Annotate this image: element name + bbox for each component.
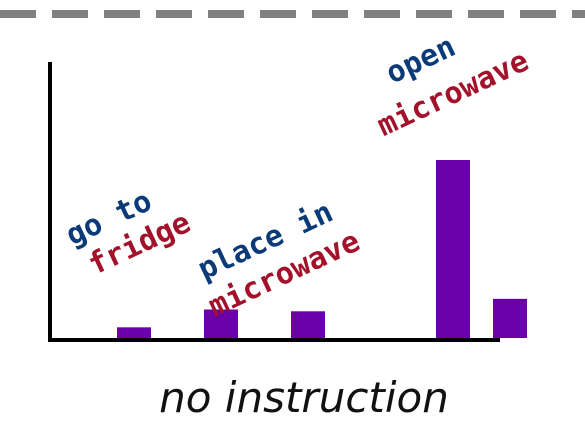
bars-group [117,160,527,338]
annotation-go-to-fridge: go to fridge [61,172,196,286]
bar-3 [291,311,325,338]
annotation-open-microwave: open microwave [353,4,534,144]
bar-2 [204,309,238,338]
annotation-place-in-microwave: place in microwave [187,187,371,324]
bar-4 [436,160,470,338]
bar-1 [117,327,151,338]
x-axis-label: no instruction [159,373,449,421]
bar-5 [493,298,527,338]
